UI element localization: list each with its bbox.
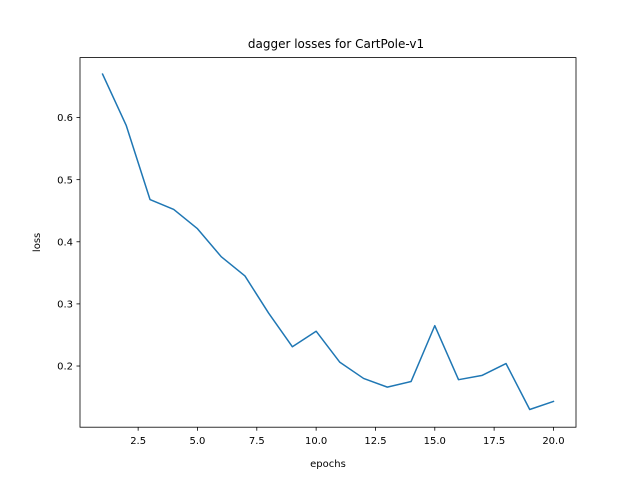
x-tick-label: 12.5 [364,436,386,447]
x-tick-label: 10.0 [305,436,327,447]
x-tick-label: 5.0 [190,436,206,447]
x-tick-label: 17.5 [483,436,505,447]
chart-title: dagger losses for CartPole-v1 [248,37,424,51]
y-axis: 0.2 0.3 0.4 0.5 0.6 [57,113,80,373]
x-axis-label: epochs [310,459,346,470]
y-tick-label: 0.6 [57,113,73,124]
x-tick-label: 7.5 [249,436,265,447]
plot-area [101,73,555,411]
y-tick-label: 0.2 [57,362,73,373]
y-tick-label: 0.5 [57,175,73,186]
y-tick-label: 0.3 [57,299,73,310]
series-line [101,73,555,411]
x-tick-label: 2.5 [130,436,146,447]
x-tick-label: 20.0 [542,436,564,447]
x-tick-label: 15.0 [424,436,446,447]
x-axis: 2.5 5.0 7.5 10.0 12.5 15.0 17.5 20.0 [130,427,565,447]
y-axis-label: loss [32,233,43,252]
axes-frame [79,57,577,428]
y-tick-label: 0.4 [57,237,73,248]
